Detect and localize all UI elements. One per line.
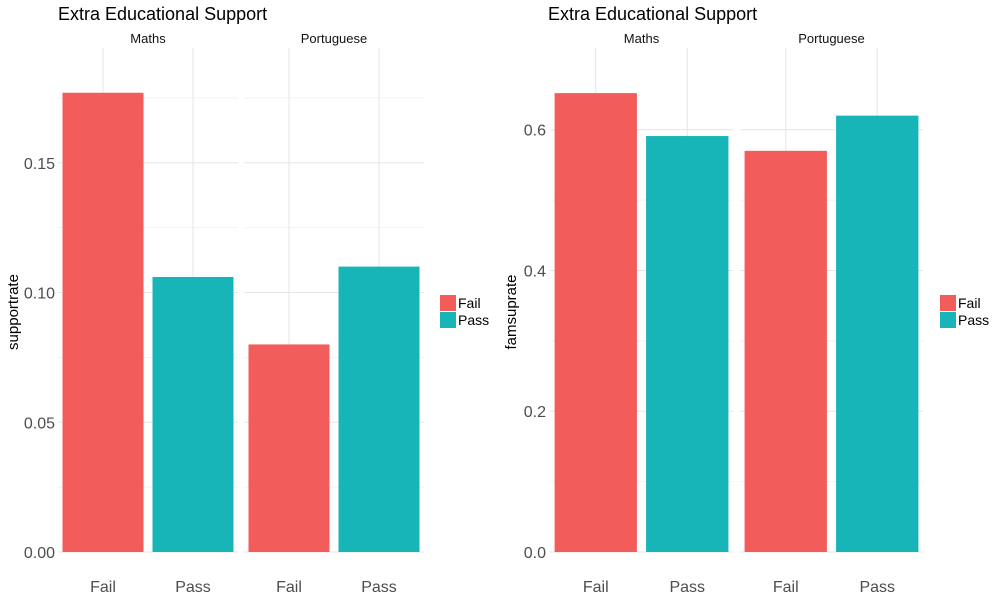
chart-title: Extra Educational Support bbox=[548, 4, 757, 24]
y-axis-label: famsuprate bbox=[503, 274, 520, 349]
y-tick-label: 0.6 bbox=[524, 123, 546, 140]
x-tick-label: Fail bbox=[773, 579, 799, 596]
bar-portuguese-fail bbox=[744, 150, 827, 553]
y-axis-label: supportrate bbox=[5, 274, 22, 350]
y-tick-label: 0.10 bbox=[24, 286, 55, 303]
bar-portuguese-pass bbox=[836, 115, 919, 553]
x-tick-label: Pass bbox=[859, 579, 895, 596]
facet-label-maths: Maths bbox=[130, 31, 166, 46]
bar-portuguese-pass bbox=[338, 266, 420, 552]
legend-swatch-fail bbox=[940, 295, 956, 311]
y-tick-label: 0.2 bbox=[524, 404, 546, 421]
x-tick-label: Fail bbox=[276, 579, 302, 596]
facet-label-maths: Maths bbox=[624, 31, 660, 46]
bar-maths-fail bbox=[554, 93, 637, 552]
x-tick-label: Pass bbox=[175, 579, 211, 596]
legend-label-pass: Pass bbox=[958, 312, 989, 328]
legend-swatch-fail bbox=[440, 295, 456, 311]
x-tick-label: Pass bbox=[361, 579, 397, 596]
legend-label-fail: Fail bbox=[458, 295, 481, 311]
chart-panel-2: Extra Educational Support famsuprate Maths… bbox=[503, 4, 989, 596]
y-tick-label: 0.4 bbox=[524, 263, 546, 280]
y-tick-label: 0.00 bbox=[24, 545, 55, 562]
y-tick-label: 0.15 bbox=[24, 156, 55, 173]
y-tick-label: 0.05 bbox=[24, 415, 55, 432]
legend-label-pass: Pass bbox=[458, 312, 489, 328]
chart-panel-1: Extra Educational Support supportrate Math… bbox=[5, 4, 489, 596]
facet-label-portuguese: Portuguese bbox=[301, 31, 368, 46]
legend-swatch-pass bbox=[940, 312, 956, 328]
x-tick-label: Fail bbox=[90, 579, 116, 596]
bar-maths-pass bbox=[646, 136, 729, 552]
legend-label-fail: Fail bbox=[958, 295, 981, 311]
legend-swatch-pass bbox=[440, 312, 456, 328]
bar-maths-pass bbox=[152, 276, 234, 552]
x-tick-label: Pass bbox=[669, 579, 705, 596]
facet-label-portuguese: Portuguese bbox=[798, 31, 865, 46]
bar-maths-fail bbox=[62, 92, 144, 552]
x-tick-label: Fail bbox=[583, 579, 609, 596]
chart-title: Extra Educational Support bbox=[58, 4, 267, 24]
y-tick-label: 0.0 bbox=[524, 545, 546, 562]
bar-portuguese-fail bbox=[248, 344, 330, 552]
